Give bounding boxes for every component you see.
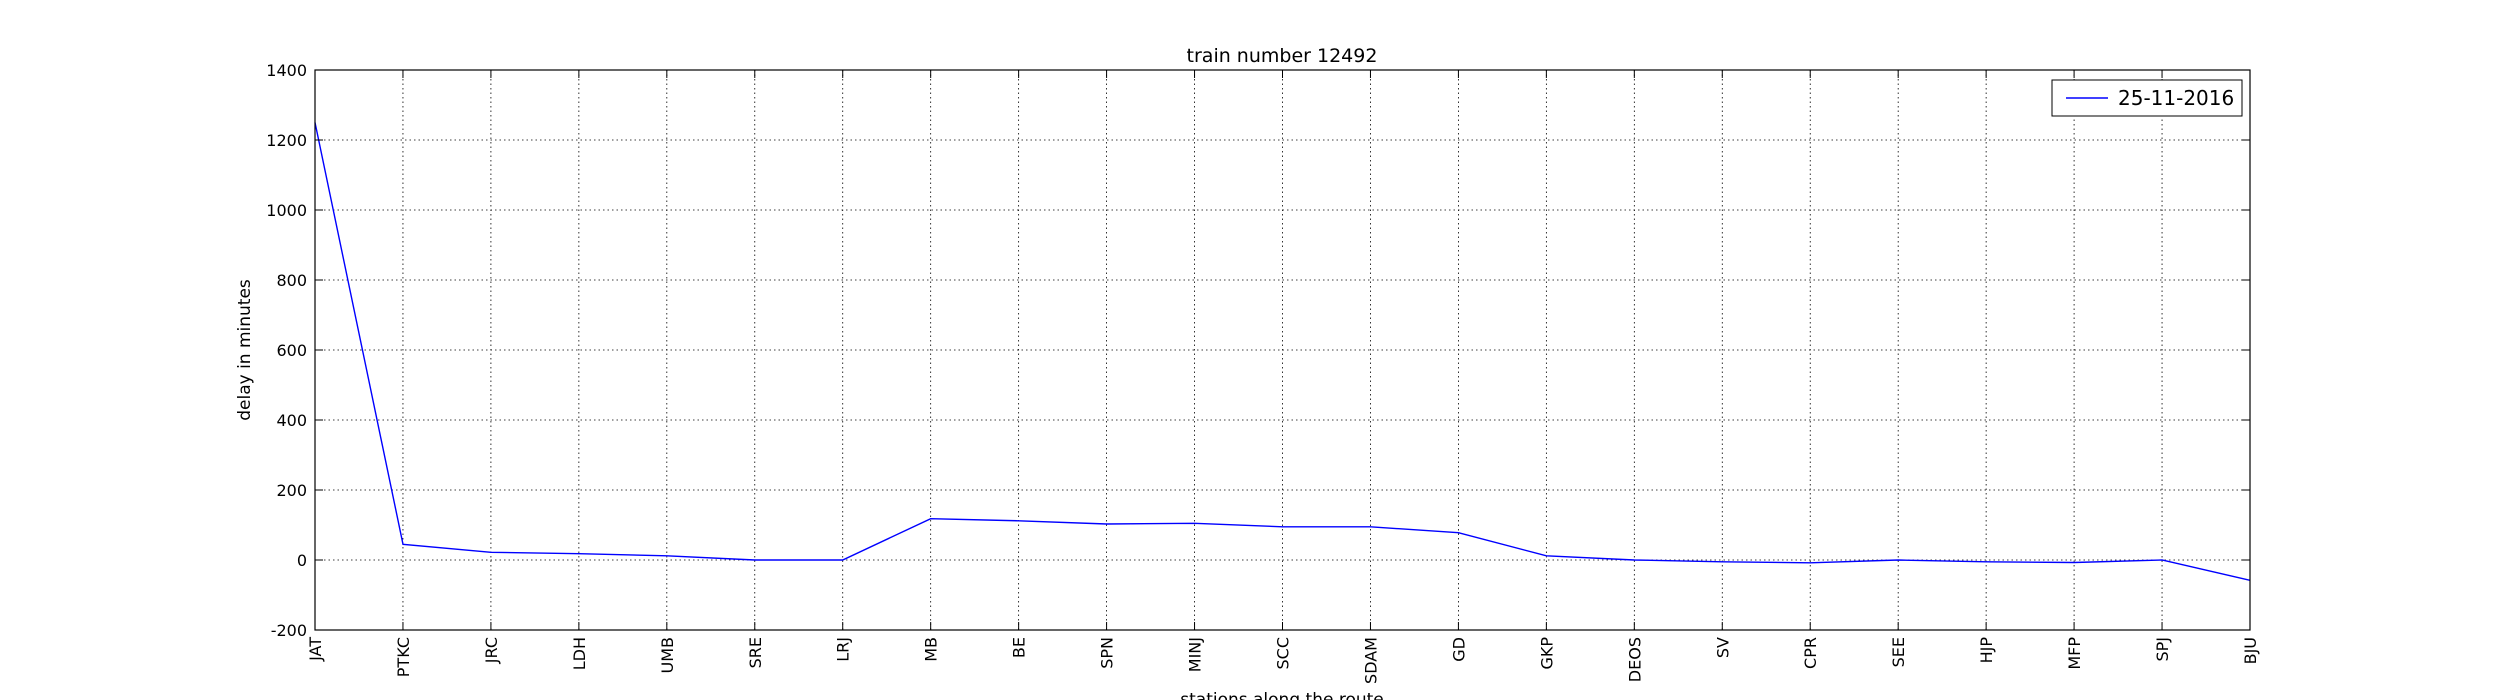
x-tick-label: LDH (570, 637, 589, 670)
y-tick-label: 1400 (266, 61, 307, 80)
x-tick-label: MINJ (1186, 637, 1205, 672)
y-axis-label: delay in minutes (235, 279, 255, 421)
series-layer (314, 122, 2251, 581)
x-tick-label: SV (1713, 637, 1732, 658)
x-tick-label: BJU (2241, 637, 2260, 664)
x-axis: JAT PTKC JRC LDH UMB SRE LRJ MB BE SPN MINJ SCC SDAM… (306, 70, 2260, 684)
x-axis-label: stations along the route (1180, 690, 1384, 700)
x-tick-label: GKP (1537, 637, 1556, 670)
x-tick-label: LRJ (834, 637, 853, 662)
x-tick-label: CPR (1801, 637, 1820, 669)
x-tick-label: SRE (746, 637, 765, 668)
x-tick-label: GD (1449, 637, 1468, 662)
series-line (314, 122, 2251, 581)
x-tick-label: UMB (658, 637, 677, 674)
y-tick-label: 1200 (266, 131, 307, 150)
y-tick-label: -200 (271, 621, 307, 640)
x-tick-label: JRC (482, 637, 501, 664)
x-tick-label: HJP (1977, 637, 1996, 664)
legend-label: 25-11-2016 (2118, 86, 2234, 110)
x-tick-label: MFP (2065, 637, 2084, 670)
x-tick-label: SEE (1889, 637, 1908, 667)
y-tick-label: 200 (276, 481, 307, 500)
x-tick-label: SCC (1274, 637, 1293, 670)
y-tick-label: 1000 (266, 201, 307, 220)
x-tick-label: SPJ (2153, 637, 2172, 662)
chart-title: train number 12492 (1187, 45, 1378, 67)
x-tick-label: SPN (1098, 637, 1117, 669)
y-tick-label: 800 (276, 271, 307, 290)
legend: 25-11-2016 (2051, 79, 2243, 117)
x-tick-label: MB (922, 637, 941, 662)
x-tick-label: BE (1010, 637, 1029, 658)
x-tick-label: SDAM (1361, 637, 1380, 684)
x-tick-label: JAT (306, 637, 325, 662)
grid (315, 70, 2250, 630)
y-axis: -200 0 200 400 600 800 1000 1200 1400 (266, 61, 2250, 640)
y-tick-label: 400 (276, 411, 307, 430)
y-tick-label: 0 (297, 551, 307, 570)
x-tick-label: DEOS (1625, 637, 1644, 682)
y-tick-label: 600 (276, 341, 307, 360)
x-tick-label: PTKC (394, 637, 413, 677)
